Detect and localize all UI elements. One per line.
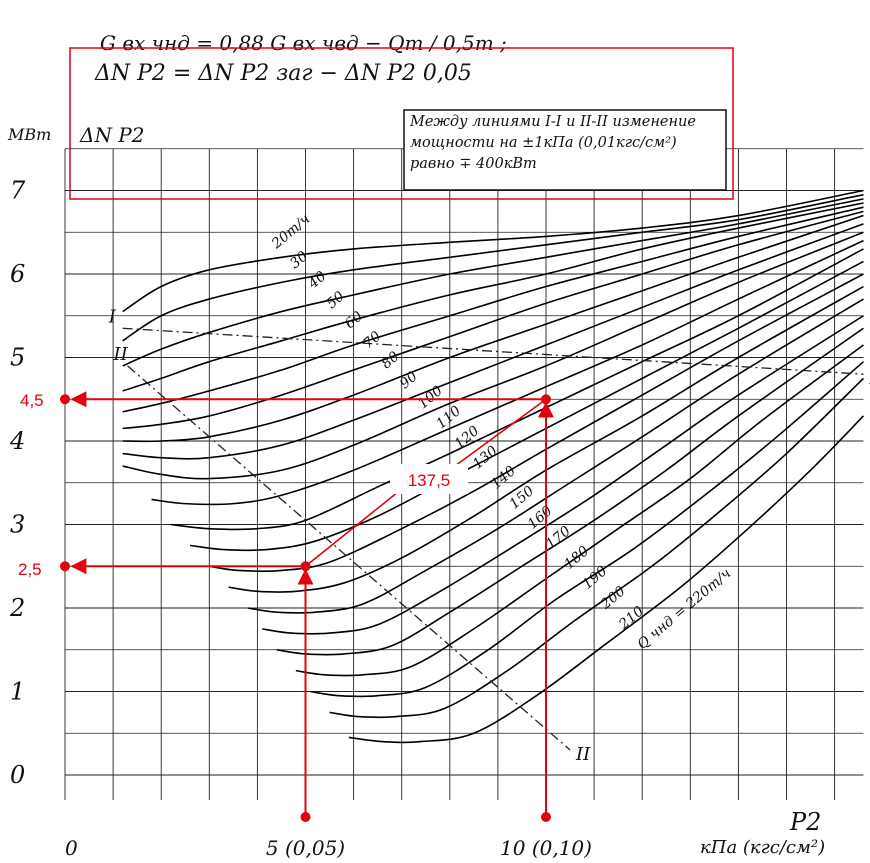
y-tick-label: 3 xyxy=(10,511,25,539)
guide-label-I: I xyxy=(108,306,117,327)
y-tick-label: 1 xyxy=(10,678,25,706)
example-flow-label-box xyxy=(390,464,468,494)
flow-curve-label-100: 100 xyxy=(415,383,446,412)
example-dot xyxy=(541,394,551,405)
flow-curve-label-170: 170 xyxy=(543,523,574,552)
flow-curve-label-150: 150 xyxy=(507,483,538,512)
x-symbol-label: P2 xyxy=(789,808,821,836)
flow-curve-220 xyxy=(348,415,865,744)
formula-line-2: ΔN P2 = ΔN P2 заг − ΔN P2 0,05 xyxy=(94,61,472,86)
example-flow-label: 137,5 xyxy=(408,471,451,490)
flow-curve-label-200: 200 xyxy=(597,583,629,613)
example-dot xyxy=(300,561,311,572)
flow-curve-label-70: 70 xyxy=(360,328,384,352)
example-connector-high xyxy=(454,398,547,467)
y-unit-label: МВт xyxy=(7,125,51,144)
flow-curve-30 xyxy=(122,193,864,342)
guide-line-II xyxy=(127,365,571,751)
annotation-frame: Между линиями I-I и II-II изменение мощн… xyxy=(410,114,696,172)
example-dot xyxy=(60,394,70,405)
flow-curve-label-180: 180 xyxy=(561,543,592,572)
flow-curve-60 xyxy=(122,206,864,413)
flow-curve-100 xyxy=(122,231,864,480)
guide-label-end-II: II xyxy=(575,744,591,765)
flow-curve-90 xyxy=(122,223,864,460)
flow-curve-label-40: 40 xyxy=(305,268,330,292)
x-tick-label: 10 (0,10) xyxy=(500,836,592,860)
example-value-low: 2,5 xyxy=(18,560,42,579)
flow-curve-70 xyxy=(122,210,864,430)
guide-line-I xyxy=(122,327,864,375)
flow-curve-180 xyxy=(276,327,864,656)
flow-curve-150 xyxy=(228,285,864,593)
flow-curve-label-160: 160 xyxy=(525,503,556,532)
example-value-high: 4,5 xyxy=(20,391,44,410)
flow-curve-210 xyxy=(329,377,865,719)
y-tick-label: 2 xyxy=(9,594,25,622)
example-dot xyxy=(541,812,551,822)
flow-curve-140 xyxy=(209,273,864,573)
flow-curve-label-60: 60 xyxy=(342,308,366,332)
annotation-text: Между линиями I-I и II-II изменение мощн… xyxy=(410,114,696,172)
y-tick-label: 5 xyxy=(10,344,25,372)
flow-curve-label-30: 30 xyxy=(287,248,311,272)
y-axis-label: ΔN P2 xyxy=(79,123,144,147)
flow-curve-200 xyxy=(310,361,864,698)
flow-curve-label-80: 80 xyxy=(379,348,403,372)
x-unit-label: кПа (кгс/см²) xyxy=(700,837,825,858)
annotation-box xyxy=(403,109,727,191)
x-tick-label: 0 xyxy=(65,836,78,860)
y-tick-label: 0 xyxy=(10,761,25,789)
y-tick-label: 6 xyxy=(10,260,25,288)
guide-label-II: II xyxy=(113,344,129,365)
flow-curve-80 xyxy=(122,214,864,443)
example-dot xyxy=(300,812,311,822)
example-dot xyxy=(60,561,70,572)
formula-line-1: G вх чнд = 0,88 G вх чвд − Qт / 0,5т ; xyxy=(100,31,507,55)
flow-curve-130 xyxy=(189,260,864,552)
flow-curve-110 xyxy=(151,239,864,506)
flow-curve-160 xyxy=(247,298,864,614)
example-connector-low xyxy=(304,491,399,567)
flow-curve-label-220: Q чнд = 220т/ч xyxy=(634,565,734,652)
guide-lines: IIIIII xyxy=(108,306,870,765)
flow-curve-label-120: 120 xyxy=(452,423,483,452)
flow-curves xyxy=(122,189,865,744)
flow-curve-120 xyxy=(170,248,864,531)
flow-curve-20 xyxy=(122,189,864,313)
highlight-box xyxy=(69,47,734,200)
y-tick-label: 4 xyxy=(9,427,25,455)
flow-curve-50 xyxy=(122,202,864,392)
flow-curve-190 xyxy=(295,344,864,677)
flow-curve-label-90: 90 xyxy=(397,369,421,393)
guide-label-end-I: I xyxy=(868,368,870,389)
flow-curve-label-130: 130 xyxy=(470,443,501,472)
flow-curve-label-110: 110 xyxy=(433,403,464,432)
x-tick-label: 5 (0,05) xyxy=(266,836,345,860)
flow-curve-170 xyxy=(262,315,864,635)
flow-curve-40 xyxy=(122,198,864,367)
y-tick-label: 7 xyxy=(10,177,26,205)
example-overlay xyxy=(60,391,554,822)
flow-curve-label-50: 50 xyxy=(324,288,348,312)
